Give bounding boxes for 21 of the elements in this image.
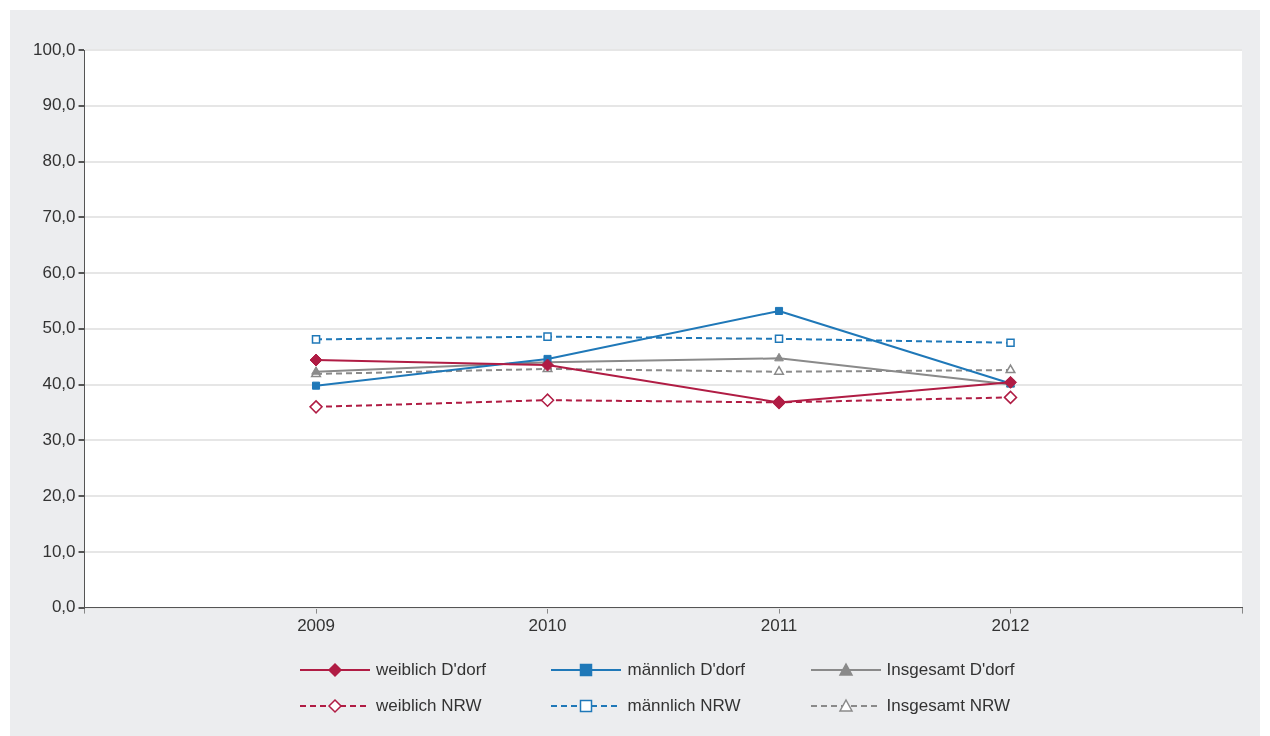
- x-tick-label: 2012: [991, 616, 1030, 636]
- y-tick-label: 40,0: [42, 374, 76, 394]
- x-tick-label: 2009: [297, 616, 335, 636]
- y-tick-label: 0,0: [51, 597, 76, 617]
- legend-label: männlich NRW: [627, 696, 741, 716]
- y-tick-label: 70,0: [42, 206, 76, 226]
- y-tick-label: 30,0: [42, 430, 76, 450]
- y-tick-label: 100,0: [32, 39, 76, 59]
- y-tick-label: 20,0: [42, 485, 76, 505]
- x-tick-label: 2010: [528, 616, 567, 636]
- y-tick-label: 80,0: [42, 151, 76, 171]
- y-tick-label: 50,0: [42, 318, 76, 338]
- y-tick-label: 90,0: [42, 95, 76, 115]
- x-tick-label: 2011: [760, 616, 798, 636]
- legend-label: weiblich NRW: [376, 696, 482, 716]
- legend-label: männlich D'dorf: [627, 660, 746, 680]
- y-tick-label: 10,0: [42, 541, 76, 561]
- y-tick-label: 60,0: [42, 262, 76, 282]
- legend-label: weiblich D'dorf: [376, 660, 487, 680]
- legend-label: Insgesamt D'dorf: [886, 660, 1015, 680]
- legend-label: Insgesamt NRW: [886, 696, 1010, 716]
